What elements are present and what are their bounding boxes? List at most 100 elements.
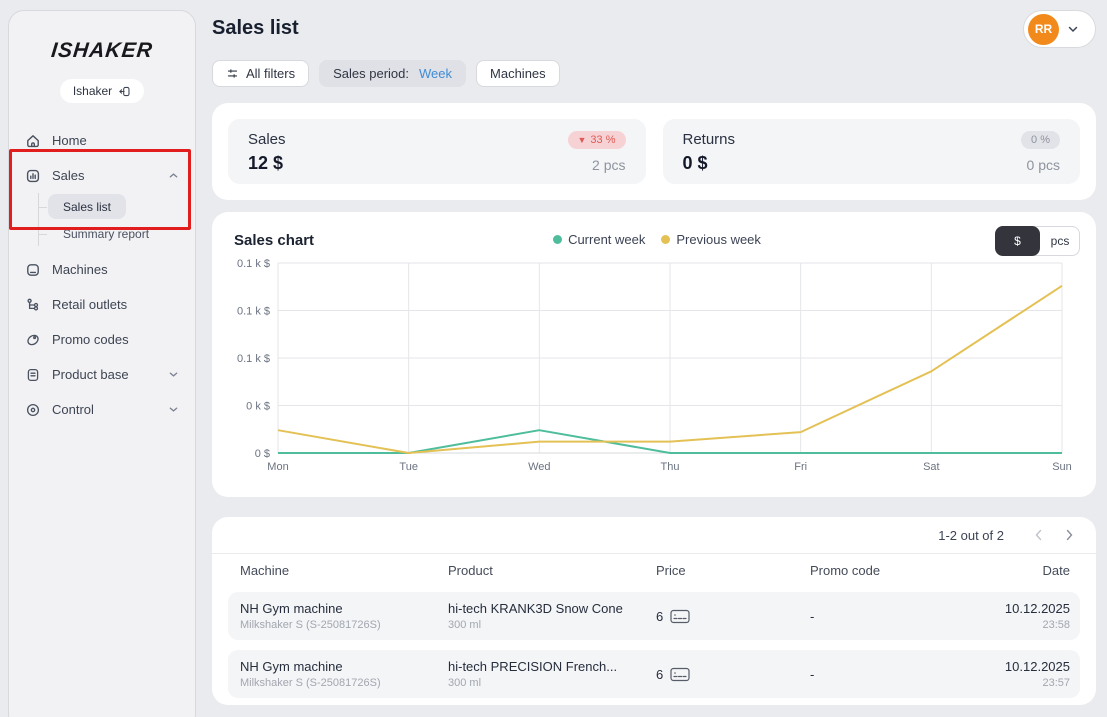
- sidebar-item-label: Sales: [52, 168, 85, 183]
- returns-stat-card: Returns 0 $ 0 % 0 pcs: [662, 119, 1080, 184]
- sales-icon: [25, 168, 41, 184]
- column-header-price: Price: [656, 563, 686, 578]
- svg-text:0.1 k $: 0.1 k $: [237, 353, 270, 365]
- table-row[interactable]: NH Gym machine Milkshaker S (S-25081726S…: [228, 592, 1080, 640]
- sidebar-item-label: Control: [52, 402, 94, 417]
- stat-qty: 0 pcs: [1026, 157, 1060, 173]
- payment-card-icon: [670, 609, 690, 624]
- table-row[interactable]: NH Gym machine Milkshaker S (S-25081726S…: [228, 650, 1080, 698]
- divider: [212, 553, 1096, 554]
- sidebar-subitem-summary-report[interactable]: Summary report: [39, 222, 185, 246]
- filter-chips: All filters Sales period: Week Machines: [212, 60, 560, 87]
- sidebar-item-sales[interactable]: Sales: [25, 158, 185, 193]
- sidebar-item-control[interactable]: Control: [25, 392, 185, 427]
- svg-text:Sun: Sun: [1052, 461, 1072, 473]
- sidebar-item-label: Retail outlets: [52, 297, 128, 312]
- change-badge: ▼ 33 %: [567, 131, 626, 149]
- sidebar-item-promo-codes[interactable]: Promo codes: [25, 322, 185, 357]
- svg-text:0.1 k $: 0.1 k $: [237, 258, 270, 270]
- chart-header: Sales chart Current week Previous week $…: [234, 226, 1080, 258]
- column-header-promo: Promo code: [810, 563, 881, 578]
- product-volume: 300 ml: [448, 677, 482, 689]
- toggle-dollars-button[interactable]: $: [995, 226, 1040, 256]
- legend-label: Previous week: [676, 232, 761, 247]
- promo-code-value: -: [810, 608, 815, 624]
- subitem-label: Sales list: [63, 199, 112, 214]
- chevron-right-icon[interactable]: [1056, 522, 1082, 548]
- user-menu[interactable]: RR: [1023, 10, 1096, 48]
- sales-period-chip[interactable]: Sales period: Week: [319, 60, 467, 87]
- column-header-date: Date: [1042, 563, 1070, 578]
- all-filters-button[interactable]: All filters: [212, 60, 310, 87]
- change-badge: 0 %: [1021, 131, 1060, 149]
- chart-legend: Current week Previous week: [234, 232, 1080, 247]
- sales-table-card: 1-2 out of 2 Machine Product Price Promo…: [212, 517, 1096, 705]
- svg-text:0.1 k $: 0.1 k $: [237, 306, 270, 318]
- sidebar-item-home[interactable]: Home: [25, 123, 185, 158]
- column-header-machine: Machine: [240, 563, 290, 578]
- table-header: Machine Product Price Promo code Date: [228, 554, 1080, 587]
- legend-current-week[interactable]: Current week: [553, 232, 645, 247]
- subitem-label: Summary report: [63, 227, 150, 241]
- svg-text:Mon: Mon: [267, 461, 288, 473]
- svg-text:Sat: Sat: [923, 461, 940, 473]
- stat-value: 0 $: [682, 153, 708, 173]
- sidebar-subitem-sales-list[interactable]: Sales list: [38, 194, 127, 219]
- stat-qty: 2 pcs: [592, 157, 626, 173]
- legend-dot-icon: [661, 235, 671, 244]
- change-value: 0 %: [1031, 134, 1050, 146]
- stat-label: Sales: [248, 131, 286, 148]
- svg-text:Wed: Wed: [528, 461, 550, 473]
- legend-label: Current week: [568, 232, 646, 247]
- stat-label: Returns: [682, 131, 736, 148]
- pagination: 1-2 out of 2: [212, 517, 1082, 553]
- chart-title: Sales chart: [234, 232, 315, 249]
- product-volume: 300 ml: [448, 619, 482, 631]
- legend-previous-week[interactable]: Previous week: [661, 232, 761, 247]
- change-value: 33 %: [590, 134, 616, 146]
- price-value: 6: [656, 666, 664, 682]
- filters-icon: [226, 67, 239, 80]
- chevron-left-icon[interactable]: [1026, 522, 1052, 548]
- sales-submenu: Sales list Summary report: [38, 193, 185, 246]
- switch-icon: [118, 85, 131, 98]
- control-icon: [25, 402, 41, 418]
- avatar: RR: [1028, 13, 1059, 45]
- column-header-product: Product: [448, 563, 493, 578]
- product-name: hi-tech KRANK3D Snow Cone: [448, 601, 623, 616]
- sale-time: 23:57: [1042, 677, 1070, 689]
- stat-value: 12 $: [248, 153, 284, 173]
- sidebar-item-machines[interactable]: Machines: [25, 252, 185, 287]
- chevron-down-icon: [168, 404, 179, 415]
- sidebar-item-label: Home: [52, 133, 87, 148]
- machines-chip[interactable]: Machines: [476, 60, 560, 87]
- org-name: Ishaker: [72, 84, 113, 98]
- sidebar-item-retail-outlets[interactable]: Retail outlets: [25, 287, 185, 322]
- machines-icon: [25, 262, 41, 278]
- sidebar-item-label: Product base: [52, 367, 129, 382]
- page-title: Sales list: [212, 17, 299, 39]
- sidebar-item-label: Promo codes: [52, 332, 129, 347]
- toggle-pcs-button[interactable]: pcs: [1034, 226, 1080, 256]
- svg-text:0 k $: 0 k $: [246, 401, 270, 413]
- org-switcher[interactable]: Ishaker: [59, 79, 145, 103]
- promo-codes-icon: [25, 332, 41, 348]
- svg-text:Fri: Fri: [794, 461, 807, 473]
- product-base-icon: [25, 367, 41, 383]
- svg-text:Thu: Thu: [661, 461, 680, 473]
- sale-time: 23:58: [1042, 619, 1070, 631]
- price-value: 6: [656, 608, 664, 624]
- retail-outlets-icon: [25, 297, 41, 313]
- machine-model: Milkshaker S (S-25081726S): [240, 677, 381, 689]
- sales-stat-card: Sales 12 $ ▼ 33 % 2 pcs: [228, 119, 646, 184]
- sidebar-item-product-base[interactable]: Product base: [25, 357, 185, 392]
- chevron-up-icon: [168, 170, 179, 181]
- unit-toggle: $ pcs: [995, 226, 1080, 256]
- period-value: Week: [419, 66, 453, 81]
- machine-name: NH Gym machine: [240, 601, 343, 616]
- chevron-down-icon: [1066, 22, 1080, 36]
- sidebar: ISHAKER Ishaker Home Sales: [8, 10, 196, 717]
- sidebar-item-label: Machines: [52, 262, 108, 277]
- sale-date: 10.12.2025: [1004, 659, 1070, 674]
- chip-label: Sales period:: [333, 66, 410, 81]
